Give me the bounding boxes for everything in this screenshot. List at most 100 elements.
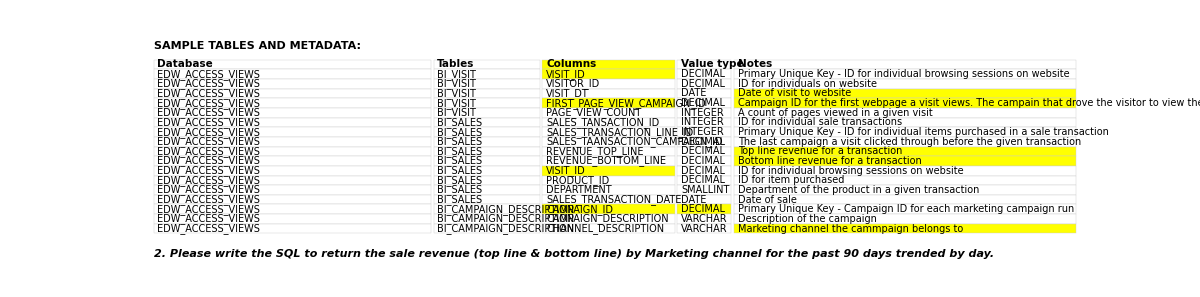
- Text: EDW_ACCESS_VIEWS: EDW_ACCESS_VIEWS: [157, 194, 260, 205]
- Bar: [542, 214, 674, 224]
- Bar: [433, 185, 540, 195]
- Bar: [677, 127, 731, 137]
- Bar: [542, 89, 674, 98]
- Text: INTEGER: INTEGER: [682, 108, 724, 118]
- Text: BI_SALES: BI_SALES: [437, 127, 482, 138]
- Text: EDW_ACCESS_VIEWS: EDW_ACCESS_VIEWS: [157, 117, 260, 128]
- Text: EDW_ACCESS_VIEWS: EDW_ACCESS_VIEWS: [157, 69, 260, 80]
- Bar: [433, 176, 540, 185]
- Text: VISIT_ID: VISIT_ID: [546, 165, 586, 176]
- Bar: [154, 195, 431, 205]
- Text: SALES_TRANSACTION_DATE: SALES_TRANSACTION_DATE: [546, 194, 682, 205]
- Text: SAMPLE TABLES AND METADATA:: SAMPLE TABLES AND METADATA:: [154, 41, 361, 51]
- Bar: [734, 185, 1076, 195]
- Bar: [433, 137, 540, 146]
- Bar: [433, 127, 540, 137]
- Text: VISIT_DT: VISIT_DT: [546, 88, 589, 99]
- Text: BI_SALES: BI_SALES: [437, 184, 482, 195]
- Text: CAMPAIGN_DESCRIPTION: CAMPAIGN_DESCRIPTION: [546, 214, 668, 225]
- Text: Bottom line revenue for a transaction: Bottom line revenue for a transaction: [738, 156, 922, 166]
- Bar: [154, 205, 431, 214]
- Text: DECIMAL: DECIMAL: [682, 79, 725, 89]
- Text: EDW_ACCESS_VIEWS: EDW_ACCESS_VIEWS: [157, 127, 260, 138]
- Bar: [154, 185, 431, 195]
- Text: ID for individual sale transactions: ID for individual sale transactions: [738, 117, 902, 127]
- Bar: [734, 98, 1076, 108]
- Bar: [542, 69, 674, 79]
- Bar: [154, 108, 431, 118]
- Bar: [542, 108, 674, 118]
- Bar: [677, 224, 731, 233]
- Bar: [154, 156, 431, 166]
- Bar: [433, 79, 540, 89]
- Bar: [677, 69, 731, 79]
- Text: EDW_ACCESS_VIEWS: EDW_ACCESS_VIEWS: [157, 88, 260, 99]
- Bar: [433, 224, 540, 233]
- Text: DATE: DATE: [682, 89, 707, 98]
- Text: Notes: Notes: [738, 59, 772, 69]
- Bar: [433, 166, 540, 176]
- Bar: [154, 146, 431, 156]
- Text: VISIT_ID: VISIT_ID: [546, 69, 586, 80]
- Bar: [433, 98, 540, 108]
- Text: Primary Unique Key - ID for individual browsing sessions on website: Primary Unique Key - ID for individual b…: [738, 69, 1069, 79]
- Bar: [154, 69, 431, 79]
- Bar: [433, 205, 540, 214]
- Bar: [542, 127, 674, 137]
- Bar: [433, 118, 540, 127]
- Bar: [734, 108, 1076, 118]
- Bar: [542, 195, 674, 205]
- Text: Primary Unique Key - Campaign ID for each marketing campaign run: Primary Unique Key - Campaign ID for eac…: [738, 204, 1074, 214]
- Bar: [734, 224, 1076, 233]
- Bar: [154, 60, 431, 69]
- Text: DEPARTMENT: DEPARTMENT: [546, 185, 612, 195]
- Bar: [677, 195, 731, 205]
- Bar: [154, 176, 431, 185]
- Text: BI_SALES: BI_SALES: [437, 117, 482, 128]
- Bar: [154, 214, 431, 224]
- Bar: [734, 195, 1076, 205]
- Text: DECIMAL: DECIMAL: [682, 98, 725, 108]
- Text: BI_CAMPAIGN_DESCRIPTION: BI_CAMPAIGN_DESCRIPTION: [437, 214, 575, 225]
- Text: EDW_ACCESS_VIEWS: EDW_ACCESS_VIEWS: [157, 223, 260, 234]
- Bar: [677, 60, 731, 69]
- Bar: [433, 89, 540, 98]
- Bar: [154, 127, 431, 137]
- Bar: [734, 176, 1076, 185]
- Text: A count of pages viewed in a given visit: A count of pages viewed in a given visit: [738, 108, 932, 118]
- Bar: [677, 166, 731, 176]
- Bar: [542, 146, 674, 156]
- Bar: [734, 89, 1076, 98]
- Text: PAGE_VIEW_COUNT: PAGE_VIEW_COUNT: [546, 107, 642, 118]
- Bar: [154, 137, 431, 146]
- Text: BI_VISIT: BI_VISIT: [437, 98, 476, 109]
- Text: REVENUE_TOP_LINE: REVENUE_TOP_LINE: [546, 146, 643, 157]
- Text: Date of visit to website: Date of visit to website: [738, 89, 851, 98]
- Text: DECIMAL: DECIMAL: [682, 156, 725, 166]
- Text: Database: Database: [157, 59, 214, 69]
- Bar: [154, 166, 431, 176]
- Text: Department of the product in a given transaction: Department of the product in a given tra…: [738, 185, 979, 195]
- Text: EDW_ACCESS_VIEWS: EDW_ACCESS_VIEWS: [157, 165, 260, 176]
- Text: Date of sale: Date of sale: [738, 195, 797, 205]
- Text: VISITOR_ID: VISITOR_ID: [546, 78, 600, 89]
- Bar: [433, 69, 540, 79]
- Text: BI_VISIT: BI_VISIT: [437, 69, 476, 80]
- Text: Campaign ID for the first webpage a visit views. The campain that drove the visi: Campaign ID for the first webpage a visi…: [738, 98, 1200, 108]
- Bar: [542, 224, 674, 233]
- Text: Marketing channel the cammpaign belongs to: Marketing channel the cammpaign belongs …: [738, 224, 964, 234]
- Text: SALES_TANSACTION_ID: SALES_TANSACTION_ID: [546, 117, 660, 128]
- Bar: [734, 79, 1076, 89]
- Bar: [734, 146, 1076, 156]
- Text: DECIMAL: DECIMAL: [682, 69, 725, 79]
- Bar: [734, 205, 1076, 214]
- Bar: [677, 118, 731, 127]
- Bar: [734, 156, 1076, 166]
- Text: SALES_TAANSACTION_CAMPAIGN_ID: SALES_TAANSACTION_CAMPAIGN_ID: [546, 136, 722, 147]
- Text: INTEGER: INTEGER: [682, 127, 724, 137]
- Bar: [677, 89, 731, 98]
- Bar: [542, 176, 674, 185]
- Text: Top line revenue for a transaction: Top line revenue for a transaction: [738, 146, 902, 157]
- Text: DECIMAL: DECIMAL: [682, 204, 725, 214]
- Text: EDW_ACCESS_VIEWS: EDW_ACCESS_VIEWS: [157, 136, 260, 147]
